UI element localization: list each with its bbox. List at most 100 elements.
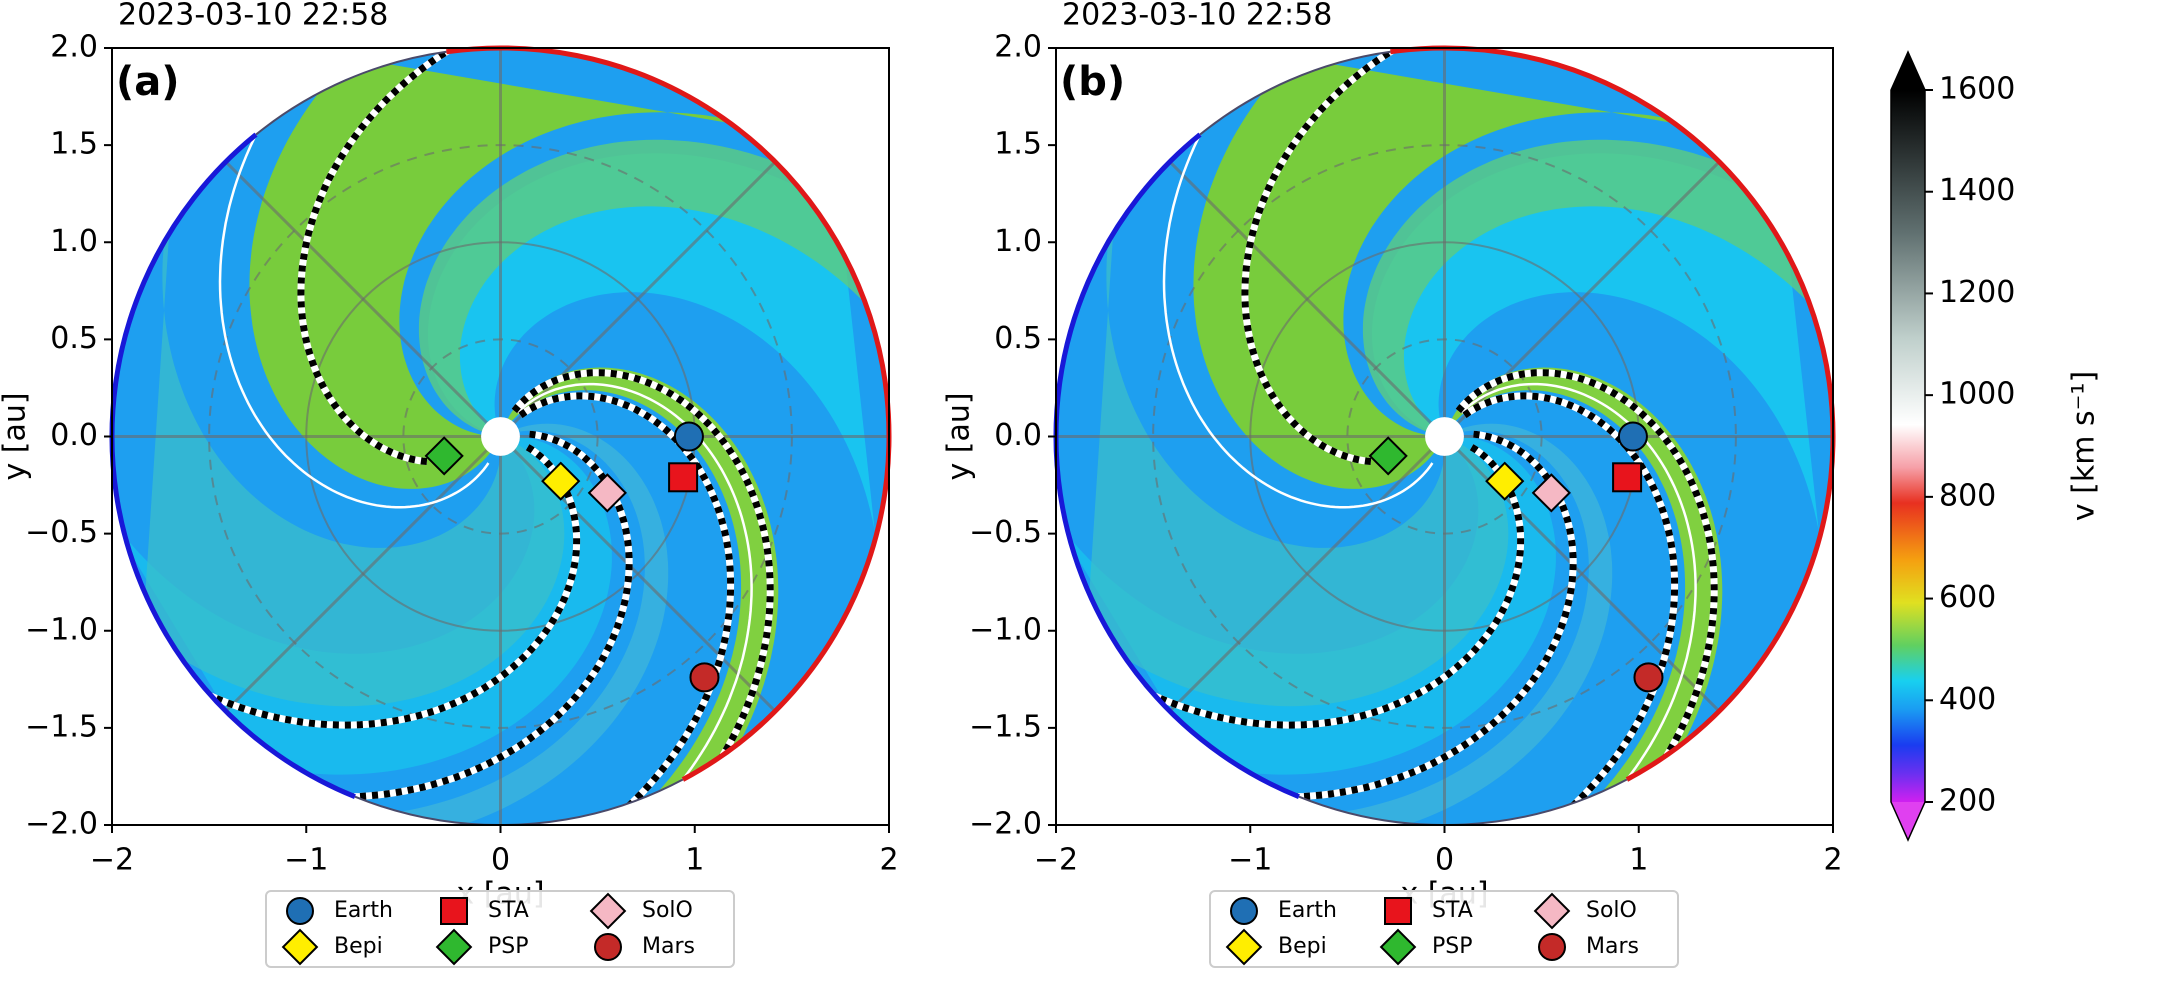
cme-front-dash [518, 392, 735, 821]
flow-band [418, 139, 889, 432]
y-tick-label: −1.0 [25, 612, 98, 647]
y-tick-label: 2.0 [994, 30, 1042, 65]
sun [481, 417, 520, 456]
field-line [218, 113, 490, 509]
legend-label: STA [1432, 898, 1473, 923]
cme-front-dash [188, 444, 581, 729]
cme-front-dash [1462, 392, 1679, 821]
legend-label: SolO [642, 898, 693, 923]
x-tick-label: 2 [879, 843, 898, 878]
legend-label: Mars [1586, 934, 1639, 959]
timestamp: 2023-03-10 22:58 [118, 0, 388, 33]
legend-label: STA [488, 898, 529, 923]
flow-band [1193, 57, 1714, 489]
timestamp: 2023-03-10 22:58 [1062, 0, 1332, 33]
spacecraft-marker [668, 462, 699, 493]
colorbar-tick-label: 1600 [1939, 72, 2015, 107]
spacecraft-marker [689, 662, 720, 693]
y-tick-label: −0.5 [969, 515, 1042, 550]
x-tick-label: −2 [90, 843, 134, 878]
legend-marker [440, 897, 468, 925]
panel-label: (a) [116, 59, 180, 105]
y-tick-label: 0.5 [994, 321, 1042, 356]
legend-label: Bepi [334, 934, 383, 959]
legend-marker [435, 928, 473, 966]
spacecraft-marker [673, 421, 704, 452]
legend-label: Earth [334, 898, 393, 923]
spacecraft-marker [1368, 436, 1408, 476]
flow-band [1362, 139, 1833, 432]
spacecraft-marker [1485, 461, 1525, 501]
spacecraft-marker [587, 473, 627, 513]
cme-front-dash [1275, 430, 1577, 801]
legend-marker [594, 933, 622, 961]
boundary-arc [1053, 132, 1300, 800]
legend-marker [1225, 928, 1263, 966]
flow-band [142, 195, 565, 707]
colorbar-extend-low [1891, 802, 1925, 840]
polar-grid-ray [1168, 160, 1446, 438]
cme-front-dash [1241, 48, 1409, 465]
polar-grid-ray [1443, 160, 1721, 438]
cme-front-dash [297, 48, 465, 465]
field-line [1162, 113, 1434, 509]
polar-grid-ray [224, 160, 502, 438]
spacecraft-marker [541, 461, 581, 501]
y-tick-label: −0.5 [25, 515, 98, 550]
y-tick-label: 0.0 [50, 418, 98, 453]
legend-label: Earth [1278, 898, 1337, 923]
cme-front-dash [511, 369, 774, 777]
flow-band [1296, 423, 1613, 825]
flow-band [352, 423, 669, 825]
polar-grid-ray [224, 435, 502, 713]
colorbar-tick-label: 800 [1939, 478, 1996, 513]
boundary-arc [1390, 45, 1836, 782]
y-tick-label: −2.0 [25, 807, 98, 842]
y-axis-label: y [au] [942, 392, 977, 480]
colorbar-tick-label: 1000 [1939, 377, 2015, 412]
spacecraft-marker [1617, 421, 1648, 452]
x-tick-label: 0 [1435, 843, 1454, 878]
y-tick-label: 0.0 [994, 418, 1042, 453]
spacecraft-marker [1612, 462, 1643, 493]
x-tick-label: −2 [1034, 843, 1078, 878]
boundary-arc [446, 45, 892, 782]
panel-label: (b) [1060, 59, 1125, 105]
flow-band [1086, 195, 1509, 707]
boundary-arc [1199, 50, 1391, 136]
colorbar [1891, 90, 1925, 802]
x-tick-label: 1 [1629, 843, 1648, 878]
cme-front-dash [1455, 369, 1718, 777]
y-tick-label: 1.0 [50, 224, 98, 259]
y-tick-label: −1.5 [969, 709, 1042, 744]
y-tick-label: 0.5 [50, 321, 98, 356]
flow-band [249, 57, 770, 489]
y-tick-label: 1.0 [994, 224, 1042, 259]
x-tick-label: −1 [284, 843, 328, 878]
legend-label: PSP [488, 934, 529, 959]
velocity-map [112, 48, 889, 825]
legend-label: Mars [642, 934, 695, 959]
polar-grid-ray [499, 160, 777, 438]
colorbar-tick-label: 200 [1939, 784, 1996, 819]
legend-label: Bepi [1278, 934, 1327, 959]
sun [1425, 417, 1464, 456]
colorbar-extend-high [1891, 52, 1925, 90]
legend-label: PSP [1432, 934, 1473, 959]
spacecraft-marker [1633, 662, 1664, 693]
legend-marker [1379, 928, 1417, 966]
polar-grid-ray [1168, 435, 1446, 713]
cme-front-dash [331, 430, 633, 801]
flow-band [1372, 153, 1825, 585]
colorbar-tick-label: 1200 [1939, 275, 2015, 310]
field-line [1460, 382, 1697, 799]
y-tick-label: −2.0 [969, 807, 1042, 842]
x-tick-label: 2 [1823, 843, 1842, 878]
colorbar-tick-label: 600 [1939, 580, 1996, 615]
legend-marker [1538, 933, 1566, 961]
colorbar-tick-label: 400 [1939, 682, 1996, 717]
legend-marker [589, 892, 627, 930]
legend-marker [1533, 892, 1571, 930]
field-line [516, 382, 753, 799]
